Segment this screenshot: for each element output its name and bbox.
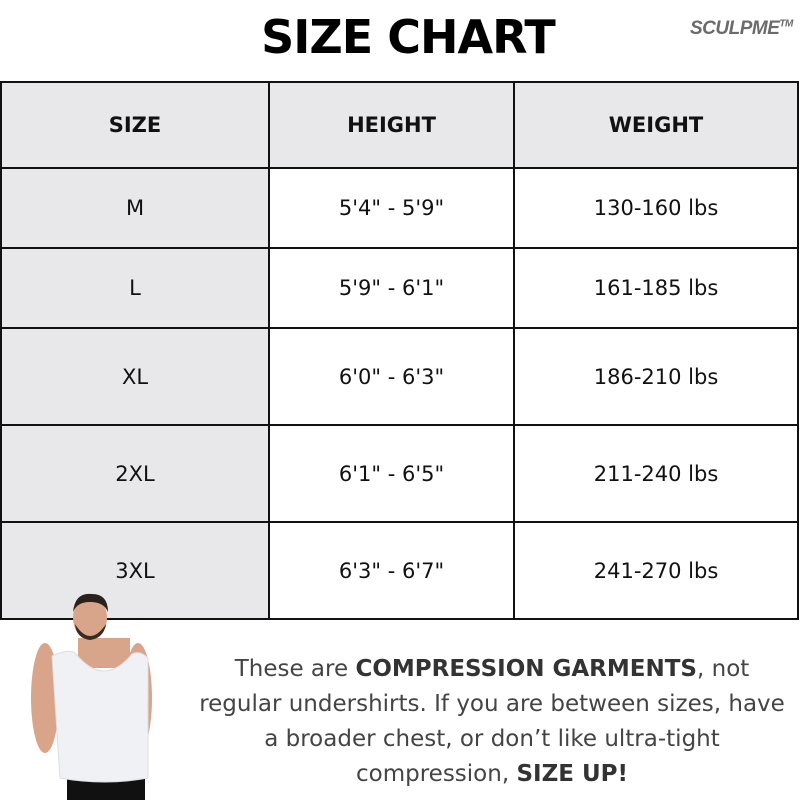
compression-note: These are COMPRESSION GARMENTS, not regu… bbox=[199, 656, 785, 787]
cell-height: 6'1" - 6'5" bbox=[268, 424, 515, 523]
header-size: SIZE bbox=[0, 81, 270, 169]
header-weight: WEIGHT bbox=[513, 81, 799, 169]
model-photo bbox=[31, 593, 152, 800]
cell-weight: 241-270 lbs bbox=[513, 521, 799, 620]
page-title: SIZE CHART bbox=[261, 10, 556, 64]
table-row: XL 6'0" - 6'3" 186-210 lbs bbox=[0, 327, 799, 426]
cell-size: 2XL bbox=[0, 424, 270, 523]
cell-height: 6'3" - 6'7" bbox=[268, 521, 515, 620]
cell-size: M bbox=[0, 167, 270, 249]
table-row: 3XL 6'3" - 6'7" 241-270 lbs bbox=[0, 521, 799, 620]
header-height: HEIGHT bbox=[268, 81, 515, 169]
cell-weight: 186-210 lbs bbox=[513, 327, 799, 426]
cell-weight: 161-185 lbs bbox=[513, 247, 799, 329]
brand-logo: SCULPMETM bbox=[690, 18, 793, 39]
table-row: L 5'9" - 6'1" 161-185 lbs bbox=[0, 247, 799, 329]
cell-weight: 211-240 lbs bbox=[513, 424, 799, 523]
cell-size: L bbox=[0, 247, 270, 329]
size-chart-table: SIZE HEIGHT WEIGHT M 5'4" - 5'9" 130-160… bbox=[0, 81, 799, 620]
table-row: 2XL 6'1" - 6'5" 211-240 lbs bbox=[0, 424, 799, 523]
cell-height: 6'0" - 6'3" bbox=[268, 327, 515, 426]
cell-size: XL bbox=[0, 327, 270, 426]
cell-height: 5'4" - 5'9" bbox=[268, 167, 515, 249]
cell-height: 5'9" - 6'1" bbox=[268, 247, 515, 329]
table-row: M 5'4" - 5'9" 130-160 lbs bbox=[0, 167, 799, 249]
cell-weight: 130-160 lbs bbox=[513, 167, 799, 249]
cell-size: 3XL bbox=[0, 521, 270, 620]
table-header-row: SIZE HEIGHT WEIGHT bbox=[0, 81, 799, 169]
